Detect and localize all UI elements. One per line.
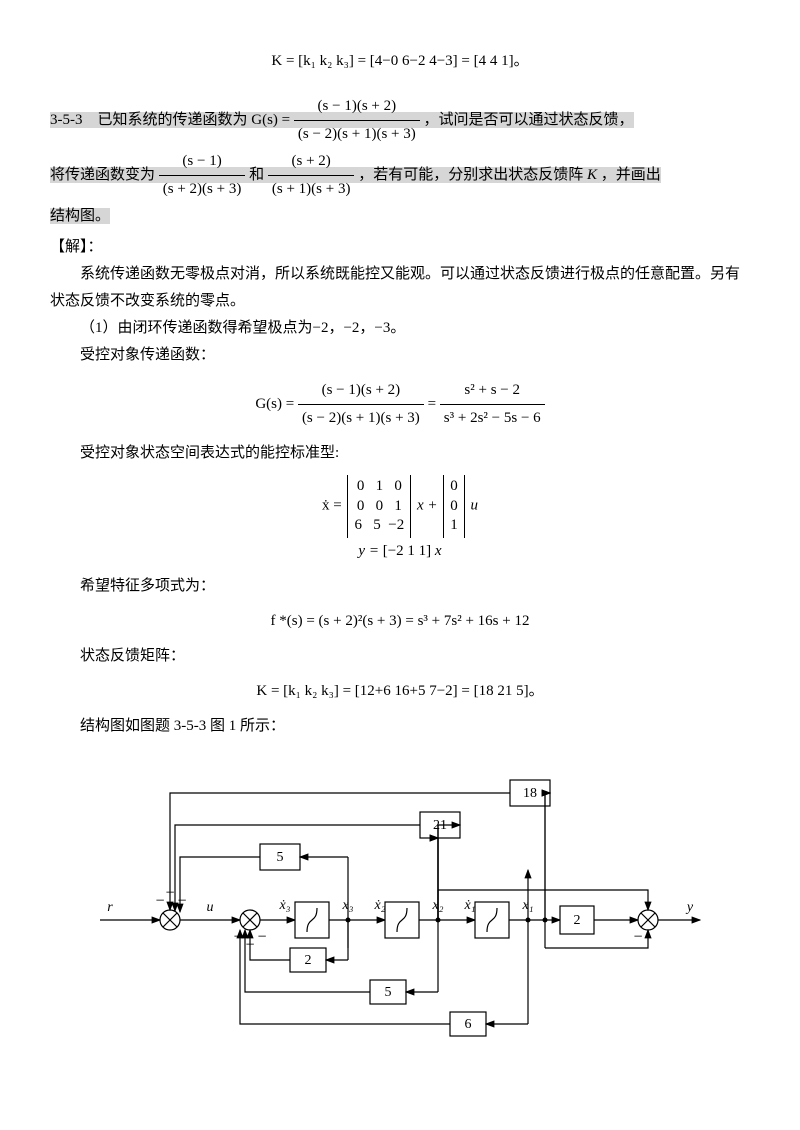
svg-text:5: 5 [277,850,284,865]
problem-label: 3-5-3 [50,112,83,128]
svg-text:6: 6 [465,1017,472,1032]
B-row1: 0 [450,497,458,517]
equation-K2: K = [k₁ k₂ k₃] = [12+6 16+5 7−2] = [18 2… [50,678,750,705]
svg-text:2: 2 [305,953,312,968]
equation-K-top: K = [k₁ k₂ k₃] = [4−0 6−2 4−3] = [4 4 1]… [50,48,750,75]
gs2-frac1: (s − 1)(s + 2) (s − 2)(s + 1)(s + 3) [298,377,424,432]
A-row1: 0 0 1 [354,497,404,517]
solution-p6: 状态反馈矩阵： [50,643,750,670]
svg-text:−: − [257,928,266,945]
matrix-C: [−2 1 1] [383,543,431,559]
ss-mid1: x + [417,498,441,514]
svg-text:y: y [685,900,694,915]
frac2-num: (s + 2) [268,148,355,176]
svg-text:−: − [177,892,186,909]
svg-text:r: r [107,900,113,915]
block-diagram: r−−−u−−−ẋ₃x₃ẋ₂x₂ẋ₁x₁2−y18215256 [50,760,750,1050]
solution-p5: 希望特征多项式为： [50,573,750,600]
B-row2: 1 [450,516,458,536]
gs-num: (s − 1)(s + 2) [294,93,420,121]
gs-frac: (s − 1)(s + 2) (s − 2)(s + 1)(s + 3) [294,93,420,148]
A-row0: 0 1 0 [354,477,404,497]
svg-text:18: 18 [523,786,537,801]
matrix-B: 0 0 1 [443,475,465,538]
svg-text:ẋ₁: ẋ₁ [463,898,475,913]
frac2: (s + 2) (s + 1)(s + 3) [268,148,355,203]
solution-p2: （1）由闭环传递函数得希望极点为−2，−2，−3。 [50,315,750,342]
solution-p3: 受控对象传递函数： [50,342,750,369]
solution-p1: 系统传递函数无零极点对消，所以系统既能控又能观。可以通过状态反馈进行极点的任意配… [50,261,750,315]
svg-text:5: 5 [385,985,392,1000]
svg-text:21: 21 [433,818,447,833]
ss-y-rhs: x [435,543,442,559]
svg-text:−: − [233,928,242,945]
svg-text:ẋ₂: ẋ₂ [373,898,385,913]
equation-fs: f *(s) = (s + 2)²(s + 3) = s³ + 7s² + 16… [50,608,750,635]
gs2-den2: s³ + 2s² − 5s − 6 [440,405,545,432]
gs-lhs: G(s) = [251,112,294,128]
problem-K: K [587,167,597,183]
A-row2: 6 5 −2 [354,516,404,536]
ss-xdot-lhs: ẋ = [322,498,345,514]
equation-gs: G(s) = (s − 1)(s + 2) (s − 2)(s + 1)(s +… [50,377,750,432]
problem-line3: 结构图。 [50,208,110,224]
gs2-frac2: s² + s − 2 s³ + 2s² − 5s − 6 [440,377,545,432]
svg-text:ẋ₃: ẋ₃ [278,898,290,913]
gs2-lhs: G(s) = [255,396,298,412]
problem-line2b: ，若有可能，分别求出状态反馈阵 [358,167,587,183]
problem-line1a: 已知系统的传递函数为 [98,112,252,128]
solution-p4: 受控对象状态空间表达式的能控标准型: [50,440,750,467]
ss-y-lhs: y = [358,543,382,559]
problem-line2a: 将传递函数变为 [50,167,159,183]
problem-statement: 3-5-3 已知系统的传递函数为 G(s) = (s − 1)(s + 2) (… [50,93,750,230]
problem-line1: 3-5-3 已知系统的传递函数为 G(s) = (s − 1)(s + 2) (… [50,112,634,128]
equation-statespace: ẋ = 0 1 0 0 0 1 6 5 −2 x + 0 0 1 u y = [… [50,475,750,565]
solution-label: 【解】： [50,234,750,261]
frac1: (s − 1) (s + 2)(s + 3) [159,148,246,203]
B-row0: 0 [450,477,458,497]
frac1-num: (s − 1) [159,148,246,176]
svg-text:−: − [155,892,164,909]
gs2-den1: (s − 2)(s + 1)(s + 3) [298,405,424,432]
gs2-mid: = [428,396,440,412]
solution-p7: 结构图如图题 3-5-3 图 1 所示： [50,713,750,740]
matrix-A: 0 1 0 0 0 1 6 5 −2 [347,475,411,538]
svg-text:−: − [633,928,642,945]
gs2-num1: (s − 1)(s + 2) [298,377,424,405]
gs-den: (s − 2)(s + 1)(s + 3) [294,121,420,148]
problem-line2-mid: 和 [249,167,268,183]
svg-text:2: 2 [574,913,581,928]
frac2-den: (s + 1)(s + 3) [268,176,355,203]
frac1-den: (s + 2)(s + 3) [159,176,246,203]
problem-line2: 将传递函数变为 (s − 1) (s + 2)(s + 3) 和 (s + 2)… [50,167,661,183]
problem-line2c: ，并画出 [601,167,661,183]
ss-mid2: u [470,498,478,514]
svg-text:u: u [207,900,214,915]
problem-line1b: ，试问是否可以通过状态反馈， [424,112,634,128]
gs2-num2: s² + s − 2 [440,377,545,405]
